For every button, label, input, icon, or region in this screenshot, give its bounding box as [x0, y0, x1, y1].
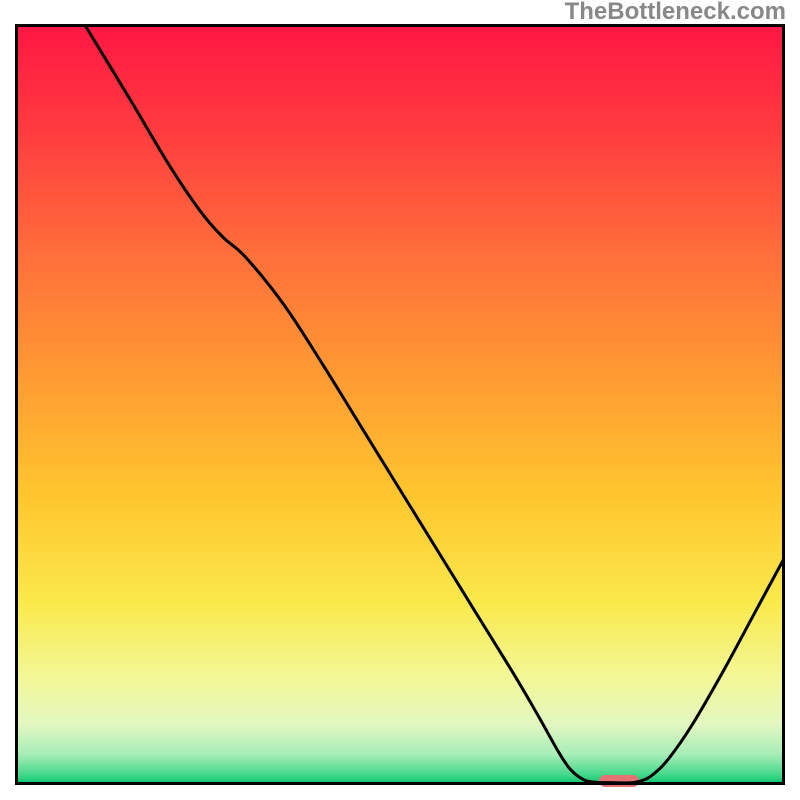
optimal-range-marker: [599, 775, 639, 786]
watermark-text: TheBottleneck.com: [565, 0, 786, 26]
plot-area: [15, 24, 785, 785]
heat-gradient-background: [15, 24, 785, 785]
bottleneck-chart: TheBottleneck.com: [0, 0, 800, 800]
